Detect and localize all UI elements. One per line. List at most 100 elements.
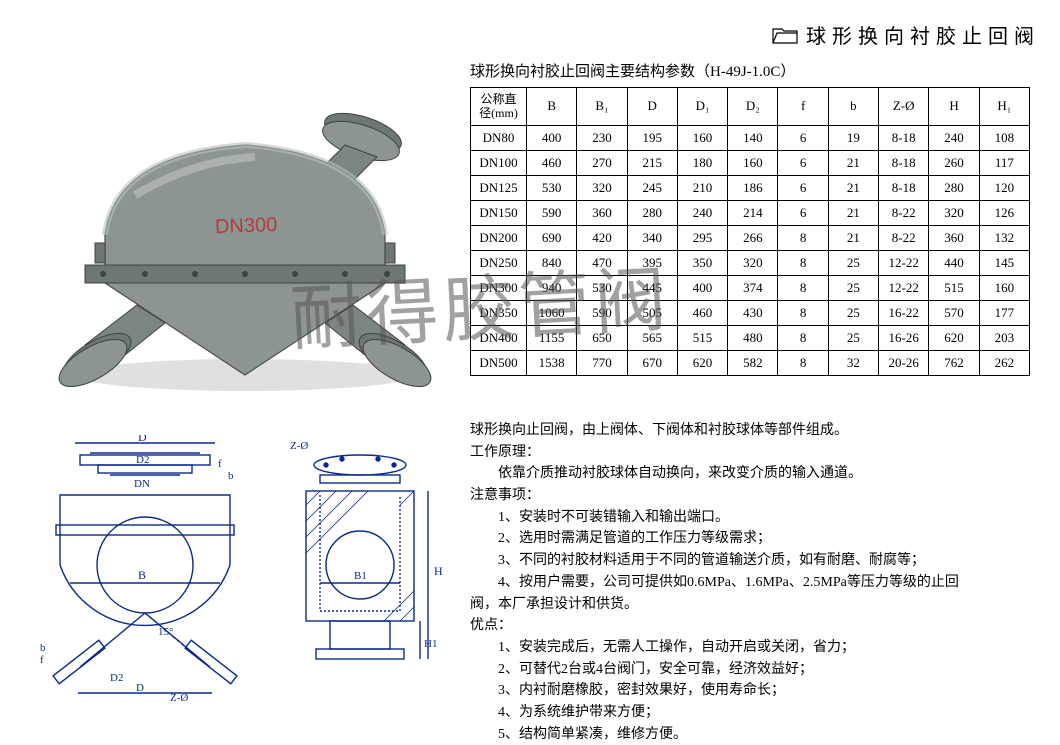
table-cell: 320 [577,175,627,200]
table-cell: 160 [979,275,1029,300]
table-cell: 108 [979,125,1029,150]
table-cell: 8-18 [879,150,929,175]
table-cell: 360 [577,200,627,225]
table-row: DN2006904203402952668218-22360132 [471,225,1030,250]
table-title: 球形换向衬胶止回阀主要结构参数（H-49J-1.0C） [470,60,1040,81]
table-cell: 445 [627,275,677,300]
table-cell: 21 [828,225,878,250]
table-cell: 280 [627,200,677,225]
table-cell: DN400 [471,325,527,350]
table-cell: 1155 [527,325,577,350]
dim-b: b [228,470,234,482]
table-cell: 240 [677,200,727,225]
table-cell: 160 [677,125,727,150]
table-cell: 320 [728,250,778,275]
dim-D2-bot: D2 [110,672,123,684]
dim-f: f [218,458,222,470]
dim-DN: DN [134,478,150,490]
dim-H: H [434,564,443,578]
table-cell: 270 [577,150,627,175]
table-cell: 8-22 [879,200,929,225]
table-cell: 460 [677,300,727,325]
table-cell: 374 [728,275,778,300]
spec-section: 球形换向衬胶止回阀主要结构参数（H-49J-1.0C） 公称直 径(mm) B … [470,60,1040,376]
page-title: 球形换向衬胶止回阀 [806,20,1040,49]
col-D2: D₂ [728,88,778,126]
col-b: b [828,88,878,126]
table-cell: 420 [577,225,627,250]
table-cell: 160 [728,150,778,175]
table-cell: 395 [627,250,677,275]
adv-1: 1、安装完成后，无需人工操作，自动开启或关闭，省力； [470,637,1030,659]
folder-icon [772,25,798,45]
table-cell: 32 [828,350,878,375]
table-cell: 670 [627,350,677,375]
col-B: B [527,88,577,126]
table-cell: 132 [979,225,1029,250]
table-cell: 25 [828,250,878,275]
table-cell: 21 [828,150,878,175]
table-cell: DN80 [471,125,527,150]
table-cell: 126 [979,200,1029,225]
col-H1: H₁ [979,88,1029,126]
table-row: DN1004602702151801606218-18260117 [471,150,1030,175]
table-cell: 6 [778,150,828,175]
table-cell: 25 [828,325,878,350]
table-cell: 16-26 [879,325,929,350]
table-cell: 440 [929,250,979,275]
engineering-drawing: D D2 DN f b B 15° b f D D2 Z- [20,435,460,705]
table-cell: DN200 [471,225,527,250]
dim-H1: H1 [424,638,437,650]
col-dn-l2: 径(mm) [479,106,518,120]
table-cell: DN125 [471,175,527,200]
table-cell: 180 [677,150,727,175]
table-cell: 530 [577,275,627,300]
dim-Z: Z-Ø [290,440,308,452]
dim-B: B [138,568,146,582]
table-cell: 940 [527,275,577,300]
table-cell: 12-22 [879,250,929,275]
note-4a: 4、按用户需要，公司可提供如0.6MPa、1.6MPa、2.5MPa等压力等级的… [470,572,1030,594]
table-cell: 515 [677,325,727,350]
spec-table: 公称直 径(mm) B B₁ D D₁ D₂ f b Z-Ø H H₁ DN80… [470,87,1030,376]
valve-size-label: DN300 [215,214,278,239]
table-cell: 590 [577,300,627,325]
dim-D-bot: D [136,682,144,694]
table-cell: 770 [577,350,627,375]
col-H: H [929,88,979,126]
table-cell: 6 [778,125,828,150]
page-header: 球形换向衬胶止回阀 [772,20,1040,49]
table-row: DN1505903602802402146218-22320126 [471,200,1030,225]
col-D: D [627,88,677,126]
table-cell: 16-22 [879,300,929,325]
table-cell: 145 [979,250,1029,275]
table-cell: 620 [929,325,979,350]
table-cell: 295 [677,225,727,250]
table-cell: 8-18 [879,125,929,150]
table-header-row: 公称直 径(mm) B B₁ D D₁ D₂ f b Z-Ø H H₁ [471,88,1030,126]
table-cell: 177 [979,300,1029,325]
table-row: DN350106059050546043082516-22570177 [471,300,1030,325]
table-cell: 120 [979,175,1029,200]
table-cell: DN300 [471,275,527,300]
dim-B1: B1 [354,570,367,582]
table-cell: 230 [577,125,627,150]
table-cell: 240 [929,125,979,150]
table-cell: 195 [627,125,677,150]
table-cell: 350 [677,250,727,275]
table-row: DN400115565056551548082516-26620203 [471,325,1030,350]
table-cell: 280 [929,175,979,200]
table-cell: 25 [828,300,878,325]
table-cell: 214 [728,200,778,225]
dim-b2: b [40,642,46,654]
note-3: 3、不同的衬胶材料适用于不同的管道输送介质，如有耐磨、耐腐等； [470,550,1030,572]
table-cell: 21 [828,175,878,200]
note-1: 1、安装时不可装错输入和输出端口。 [470,507,1030,529]
table-cell: 470 [577,250,627,275]
table-cell: 505 [627,300,677,325]
table-cell: 6 [778,175,828,200]
table-cell: 8 [778,225,828,250]
desc-composition: 球形换向止回阀，由上阀体、下阀体和衬胶球体等部件组成。 [470,420,1030,442]
table-cell: 460 [527,150,577,175]
table-cell: 690 [527,225,577,250]
